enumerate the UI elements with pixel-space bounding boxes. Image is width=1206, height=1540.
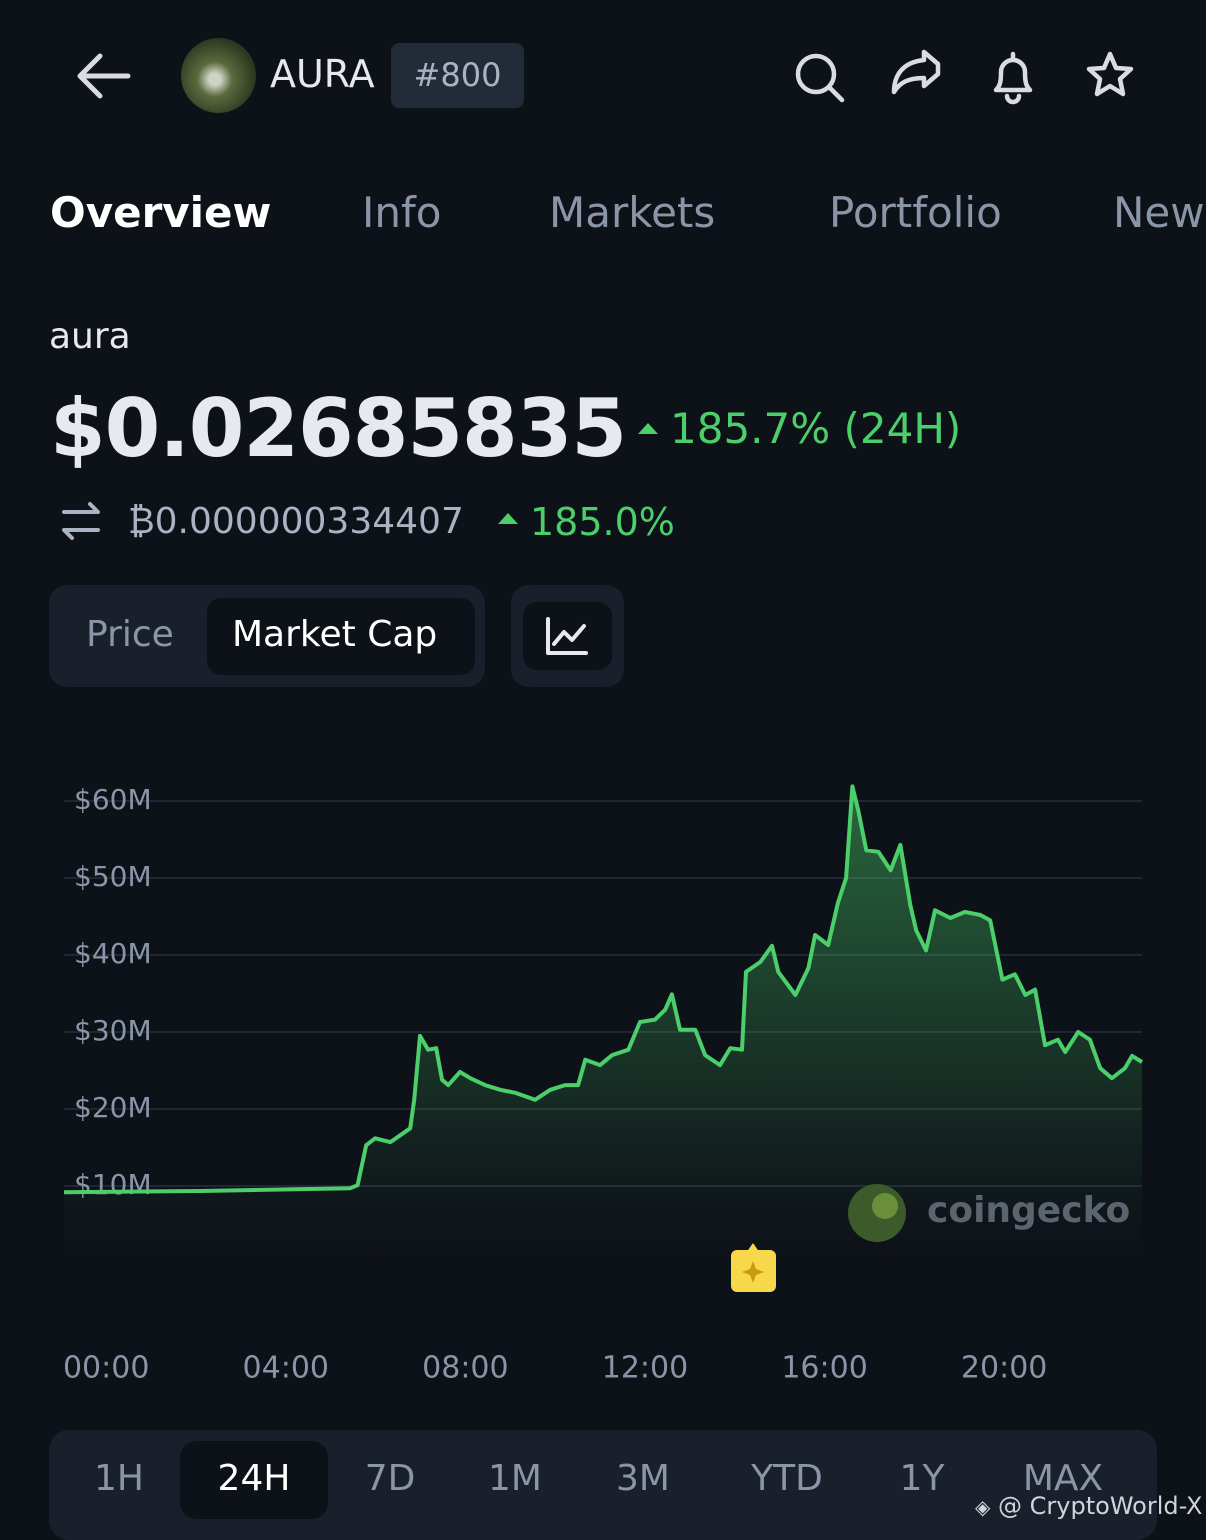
area-fill bbox=[64, 786, 1142, 1263]
y-tick-label: $40M bbox=[74, 937, 152, 970]
range-button[interactable]: 1H bbox=[94, 1458, 144, 1499]
range-button[interactable]: MAX bbox=[1022, 1458, 1104, 1499]
x-tick-label: 04:00 bbox=[243, 1351, 329, 1386]
range-button[interactable]: YTD bbox=[751, 1458, 823, 1499]
bell-icon[interactable] bbox=[993, 51, 1033, 105]
credit: ◈ @ CryptoWorld-X bbox=[975, 1492, 1203, 1520]
x-tick-label: 08:00 bbox=[422, 1351, 508, 1386]
watermark-text: coingecko bbox=[927, 1190, 1130, 1231]
y-tick-label: $50M bbox=[74, 860, 152, 893]
range-button[interactable]: 24H bbox=[217, 1458, 291, 1499]
range-button[interactable]: 1Y bbox=[899, 1458, 945, 1499]
chart-icon bbox=[546, 617, 588, 655]
up-arrow bbox=[498, 513, 518, 524]
x-tick-label: 16:00 bbox=[781, 1351, 867, 1386]
price: $0.02685835 bbox=[50, 382, 627, 475]
toggle-option[interactable]: Market Cap bbox=[232, 614, 438, 655]
event-marker[interactable] bbox=[731, 1243, 776, 1292]
share-icon[interactable] bbox=[891, 49, 941, 95]
y-tick-label: $60M bbox=[74, 783, 152, 816]
y-tick-label: $30M bbox=[74, 1014, 152, 1047]
x-tick-label: 12:00 bbox=[602, 1351, 688, 1386]
price-line bbox=[63, 784, 1144, 1195]
tab[interactable]: Info bbox=[362, 188, 442, 237]
price-change: 185.7% (24H) bbox=[670, 404, 962, 453]
up-arrow bbox=[638, 423, 658, 434]
search-icon[interactable] bbox=[795, 53, 845, 103]
back-icon[interactable] bbox=[70, 50, 134, 102]
coin-name: aura bbox=[49, 316, 131, 357]
rank-badge: #800 bbox=[391, 43, 524, 108]
watermark: coingecko bbox=[848, 1184, 1130, 1242]
range-selected-bg bbox=[180, 1441, 328, 1519]
credit-text: @ CryptoWorld-X bbox=[998, 1492, 1203, 1520]
y-tick-label: $20M bbox=[74, 1091, 152, 1124]
tab[interactable]: Overview bbox=[50, 188, 272, 237]
x-tick-label: 00:00 bbox=[63, 1351, 149, 1386]
toggle-option[interactable]: Price bbox=[86, 614, 174, 655]
range-button[interactable]: 1M bbox=[488, 1458, 542, 1499]
tab[interactable]: Portfolio bbox=[829, 188, 1002, 237]
tab[interactable]: Markets bbox=[549, 188, 716, 237]
coin-symbol: AURA bbox=[270, 52, 375, 96]
x-tick-label: 20:00 bbox=[961, 1351, 1047, 1386]
star-icon[interactable] bbox=[1086, 51, 1134, 97]
coin-logo bbox=[181, 38, 256, 113]
header-actions bbox=[795, 49, 1134, 105]
btc-price: ₿0.000000334407 bbox=[128, 501, 464, 542]
range-button[interactable]: 7D bbox=[364, 1458, 416, 1499]
toggle-selected-bg bbox=[207, 598, 475, 675]
btc-change: 185.0% bbox=[530, 500, 675, 544]
tab[interactable]: New bbox=[1113, 188, 1205, 237]
range-button[interactable]: 3M bbox=[616, 1458, 670, 1499]
chart: $10M$20M$30M$40M$50M$60M coingecko 00:00… bbox=[63, 783, 1144, 1386]
swap-icon bbox=[62, 502, 100, 540]
